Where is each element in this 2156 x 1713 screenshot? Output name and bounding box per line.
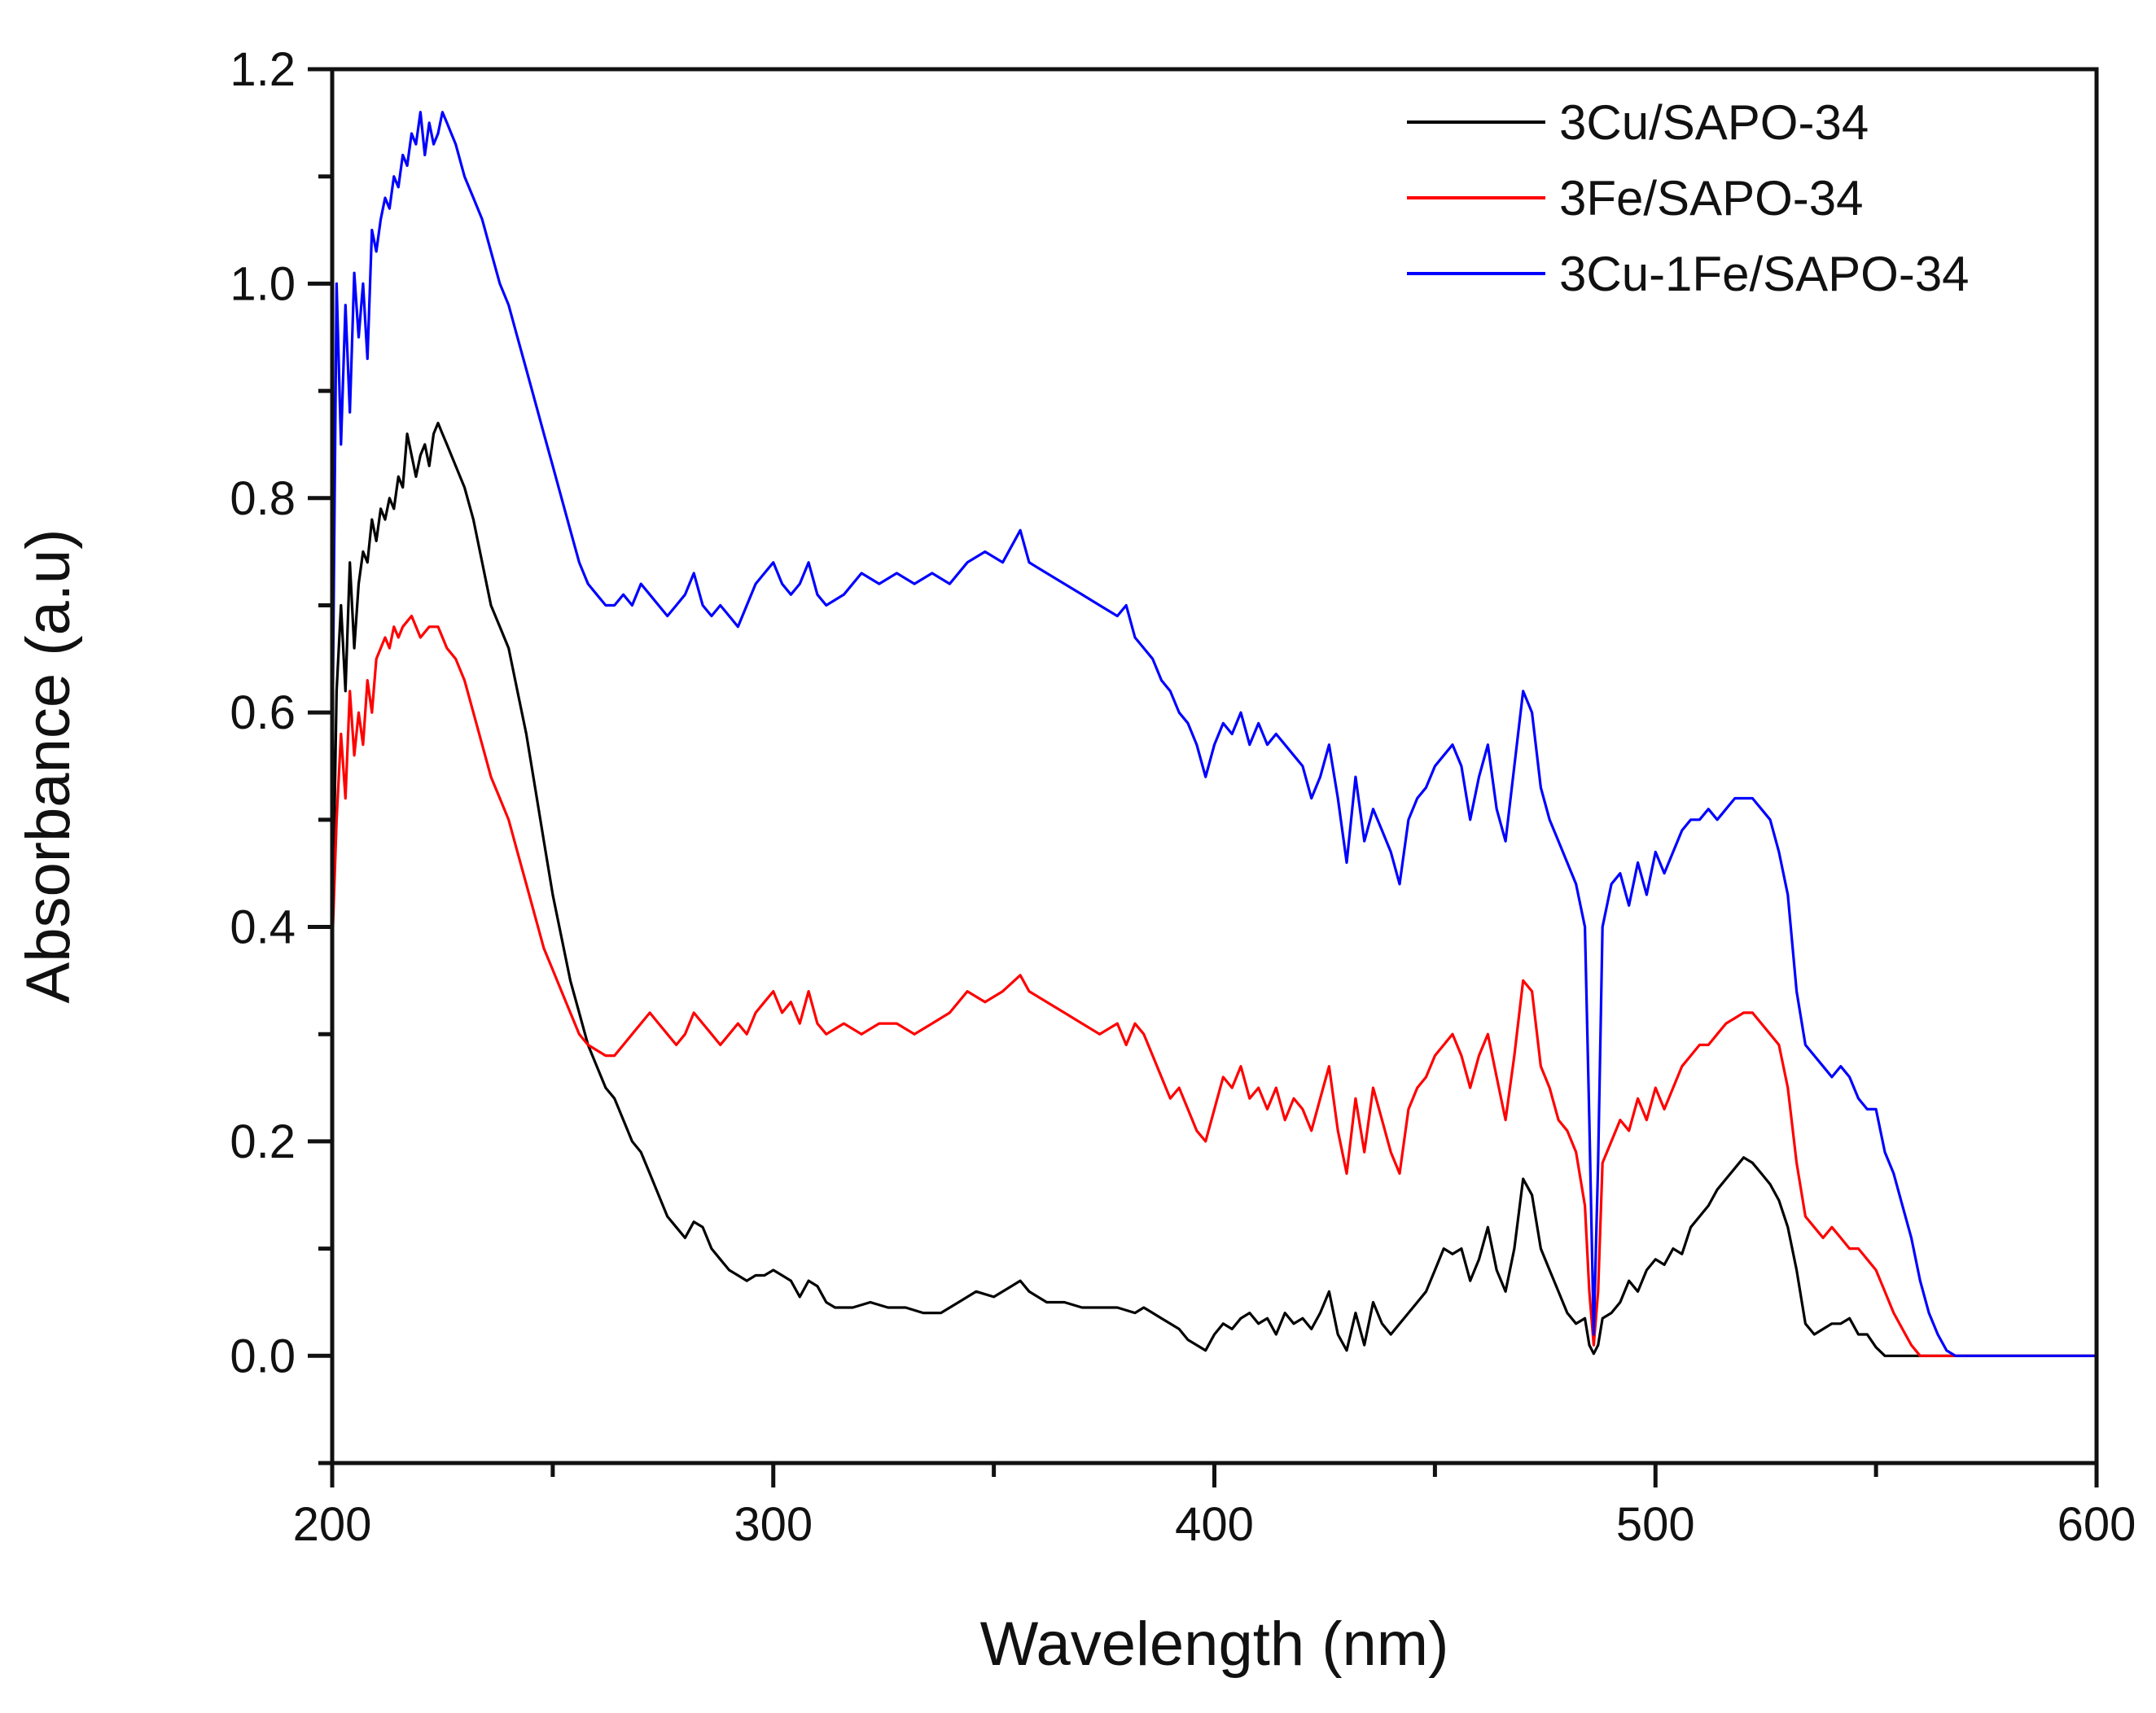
y-tick-label: 0.6 — [230, 686, 296, 739]
y-axis-title: Absorbance (a.u) — [14, 529, 83, 1004]
x-tick-label: 400 — [1175, 1498, 1254, 1551]
legend: 3Cu/SAPO-34 3Fe/SAPO-34 3Cu-1Fe/SAPO-34 — [1407, 95, 1970, 301]
legend-label: 3Fe/SAPO-34 — [1559, 171, 1864, 226]
series-line-1 — [332, 422, 2097, 1357]
legend-label: 3Cu-1Fe/SAPO-34 — [1559, 247, 1970, 301]
x-tick-label: 500 — [1616, 1498, 1695, 1551]
x-axis-title: Wavelength (nm) — [980, 1610, 1449, 1679]
series-layer — [332, 111, 2097, 1357]
x-axis: 200 300 400 500 600 — [293, 1463, 2136, 1551]
legend-label: 3Cu/SAPO-34 — [1559, 95, 1869, 150]
series-line-2 — [332, 615, 2097, 1357]
y-tick-label: 1.0 — [230, 257, 296, 310]
y-tick-label: 0.0 — [230, 1330, 296, 1382]
series-line-3 — [332, 111, 2097, 1357]
y-axis: 0.0 0.2 0.4 0.6 0.8 1.0 1.2 — [230, 43, 332, 1465]
x-tick-label: 600 — [2057, 1498, 2136, 1551]
y-tick-label: 0.2 — [230, 1115, 296, 1168]
x-tick-label: 300 — [734, 1498, 813, 1551]
y-tick-label: 1.2 — [230, 43, 296, 96]
y-tick-label: 0.4 — [230, 901, 296, 954]
x-tick-label: 200 — [293, 1498, 372, 1551]
y-tick-label: 0.8 — [230, 472, 296, 525]
